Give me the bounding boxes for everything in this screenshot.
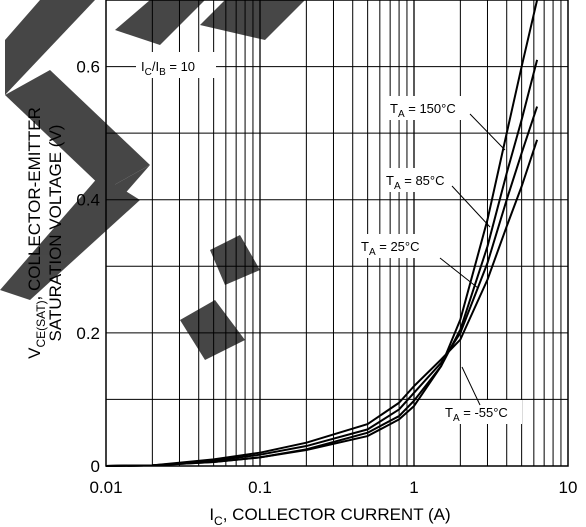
series-label-85c: TA = 85°C — [381, 168, 491, 228]
series-line-2 — [105, 106, 539, 467]
y-tick-label: 0 — [91, 457, 100, 476]
svg-text:TA = -55°C: TA = -55°C — [445, 405, 508, 424]
series-label-150c: TA = 150°C — [386, 96, 506, 151]
series-line-3 — [105, 139, 539, 467]
x-tick-label: 0.1 — [248, 478, 272, 497]
series-label-25c-leader — [439, 257, 479, 289]
series-label-minus55c: TA = -55°C — [440, 366, 522, 424]
condition-label: IC/IB = 10 — [136, 52, 216, 78]
plot-frame — [105, 0, 569, 467]
y-tick-labels: 0 0.2 0.4 0.6 — [76, 58, 100, 476]
svg-text:TA = 150°C: TA = 150°C — [390, 101, 456, 120]
y-tick-label: 0.4 — [76, 191, 100, 210]
watermark — [0, 0, 305, 360]
svg-text:TA = 85°C: TA = 85°C — [386, 173, 445, 192]
x-tick-labels: 0.01 0.1 1 10 — [89, 478, 577, 497]
svg-text:IC/IB = 10: IC/IB = 10 — [141, 59, 195, 78]
y-axis-label-line2: SATURATION VOLTAGE (V) — [46, 125, 65, 342]
y-axis-label-line1: VCE(SAT), COLLECTOR-EMITTER — [25, 107, 48, 359]
series-label-150c-leader — [469, 113, 506, 151]
series-label-25c: TA = 25°C — [356, 234, 479, 289]
svg-text:TA = 25°C: TA = 25°C — [361, 239, 420, 258]
series-line-1 — [105, 59, 539, 467]
x-tick-label: 1 — [409, 478, 418, 497]
grid — [106, 0, 568, 466]
series-label-85c-leader — [451, 185, 491, 228]
y-tick-label: 0.6 — [76, 58, 100, 77]
x-axis-label: IC, COLLECTOR CURRENT (A) — [209, 505, 450, 527]
y-tick-label: 0.2 — [76, 324, 100, 343]
series-label-minus55c-leader — [461, 366, 481, 406]
x-tick-label: 10 — [559, 478, 578, 497]
x-tick-label: 0.01 — [89, 478, 122, 497]
series-group — [105, 0, 539, 467]
